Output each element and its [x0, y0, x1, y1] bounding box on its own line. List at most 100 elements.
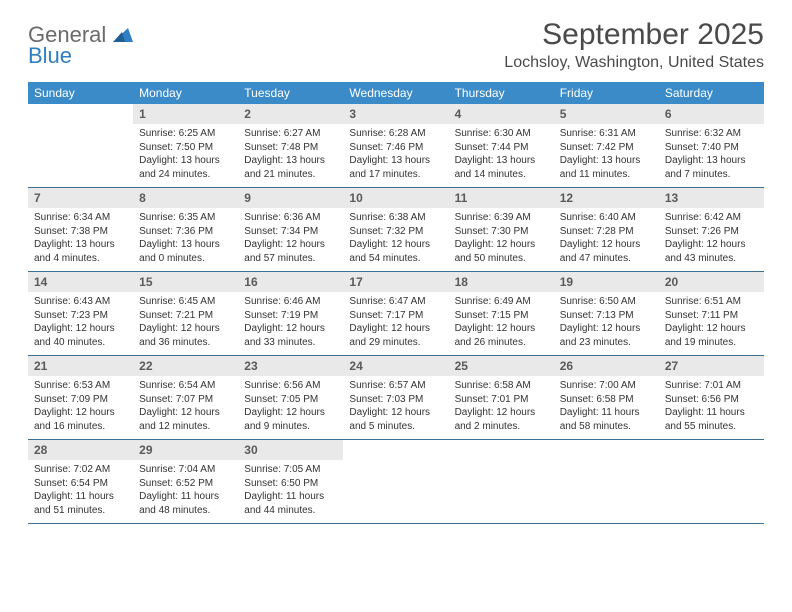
- day-body: Sunrise: 6:34 AMSunset: 7:38 PMDaylight:…: [28, 208, 133, 271]
- sunset-text: Sunset: 7:30 PM: [455, 225, 548, 239]
- week-row: 14Sunrise: 6:43 AMSunset: 7:23 PMDayligh…: [28, 272, 764, 356]
- title-block: September 2025 Lochsloy, Washington, Uni…: [504, 18, 764, 72]
- sunrise-text: Sunrise: 6:42 AM: [665, 211, 758, 225]
- dow-fri: Friday: [554, 82, 659, 104]
- day-body: Sunrise: 6:43 AMSunset: 7:23 PMDaylight:…: [28, 292, 133, 355]
- day-body: Sunrise: 6:45 AMSunset: 7:21 PMDaylight:…: [133, 292, 238, 355]
- sunset-text: Sunset: 7:38 PM: [34, 225, 127, 239]
- logo-triangle-icon: [113, 26, 133, 47]
- day-number: 14: [28, 272, 133, 292]
- sunset-text: Sunset: 7:46 PM: [349, 141, 442, 155]
- sunrise-text: Sunrise: 6:51 AM: [665, 295, 758, 309]
- sunrise-text: Sunrise: 6:31 AM: [560, 127, 653, 141]
- day-number: 25: [449, 356, 554, 376]
- day-cell: 19Sunrise: 6:50 AMSunset: 7:13 PMDayligh…: [554, 272, 659, 355]
- sunrise-text: Sunrise: 6:40 AM: [560, 211, 653, 225]
- day-number: 24: [343, 356, 448, 376]
- day-body: Sunrise: 6:53 AMSunset: 7:09 PMDaylight:…: [28, 376, 133, 439]
- sunset-text: Sunset: 7:48 PM: [244, 141, 337, 155]
- day-body: Sunrise: 6:32 AMSunset: 7:40 PMDaylight:…: [659, 124, 764, 187]
- sunset-text: Sunset: 7:15 PM: [455, 309, 548, 323]
- sunrise-text: Sunrise: 6:47 AM: [349, 295, 442, 309]
- daylight-text: Daylight: 13 hours and 14 minutes.: [455, 154, 548, 181]
- day-cell: 18Sunrise: 6:49 AMSunset: 7:15 PMDayligh…: [449, 272, 554, 355]
- day-body: Sunrise: 6:39 AMSunset: 7:30 PMDaylight:…: [449, 208, 554, 271]
- day-number: 10: [343, 188, 448, 208]
- calendar-page: General Blue September 2025 Lochsloy, Wa…: [0, 0, 792, 524]
- day-body: Sunrise: 6:25 AMSunset: 7:50 PMDaylight:…: [133, 124, 238, 187]
- day-cell: .: [343, 440, 448, 523]
- day-number: 7: [28, 188, 133, 208]
- logo-text: General Blue: [28, 24, 133, 67]
- day-body: Sunrise: 6:38 AMSunset: 7:32 PMDaylight:…: [343, 208, 448, 271]
- sunrise-text: Sunrise: 7:04 AM: [139, 463, 232, 477]
- day-number: 15: [133, 272, 238, 292]
- day-number: 20: [659, 272, 764, 292]
- daylight-text: Daylight: 12 hours and 12 minutes.: [139, 406, 232, 433]
- day-cell: 26Sunrise: 7:00 AMSunset: 6:58 PMDayligh…: [554, 356, 659, 439]
- calendar: Sunday Monday Tuesday Wednesday Thursday…: [28, 82, 764, 524]
- day-body: Sunrise: 6:27 AMSunset: 7:48 PMDaylight:…: [238, 124, 343, 187]
- sunrise-text: Sunrise: 6:27 AM: [244, 127, 337, 141]
- daylight-text: Daylight: 12 hours and 16 minutes.: [34, 406, 127, 433]
- day-number: 8: [133, 188, 238, 208]
- day-body: Sunrise: 7:02 AMSunset: 6:54 PMDaylight:…: [28, 460, 133, 523]
- sunrise-text: Sunrise: 6:28 AM: [349, 127, 442, 141]
- day-cell: .: [449, 440, 554, 523]
- sunrise-text: Sunrise: 6:39 AM: [455, 211, 548, 225]
- sunset-text: Sunset: 7:21 PM: [139, 309, 232, 323]
- daylight-text: Daylight: 12 hours and 33 minutes.: [244, 322, 337, 349]
- day-number: 5: [554, 104, 659, 124]
- day-cell: 4Sunrise: 6:30 AMSunset: 7:44 PMDaylight…: [449, 104, 554, 187]
- day-number: 21: [28, 356, 133, 376]
- sunrise-text: Sunrise: 6:50 AM: [560, 295, 653, 309]
- day-cell: 7Sunrise: 6:34 AMSunset: 7:38 PMDaylight…: [28, 188, 133, 271]
- week-row: 7Sunrise: 6:34 AMSunset: 7:38 PMDaylight…: [28, 188, 764, 272]
- day-cell: .: [659, 440, 764, 523]
- daylight-text: Daylight: 13 hours and 4 minutes.: [34, 238, 127, 265]
- logo-text-2: Blue: [28, 45, 133, 67]
- day-body: Sunrise: 6:54 AMSunset: 7:07 PMDaylight:…: [133, 376, 238, 439]
- sunset-text: Sunset: 7:26 PM: [665, 225, 758, 239]
- daylight-text: Daylight: 12 hours and 26 minutes.: [455, 322, 548, 349]
- sunset-text: Sunset: 6:54 PM: [34, 477, 127, 491]
- daylight-text: Daylight: 12 hours and 43 minutes.: [665, 238, 758, 265]
- daylight-text: Daylight: 13 hours and 17 minutes.: [349, 154, 442, 181]
- sunrise-text: Sunrise: 6:57 AM: [349, 379, 442, 393]
- weeks-container: .1Sunrise: 6:25 AMSunset: 7:50 PMDayligh…: [28, 104, 764, 524]
- day-number: 28: [28, 440, 133, 460]
- sunset-text: Sunset: 7:42 PM: [560, 141, 653, 155]
- day-body: Sunrise: 6:51 AMSunset: 7:11 PMDaylight:…: [659, 292, 764, 355]
- day-cell: 3Sunrise: 6:28 AMSunset: 7:46 PMDaylight…: [343, 104, 448, 187]
- day-number: 18: [449, 272, 554, 292]
- sunrise-text: Sunrise: 7:05 AM: [244, 463, 337, 477]
- daylight-text: Daylight: 11 hours and 58 minutes.: [560, 406, 653, 433]
- day-cell: 22Sunrise: 6:54 AMSunset: 7:07 PMDayligh…: [133, 356, 238, 439]
- day-number: 2: [238, 104, 343, 124]
- day-body: Sunrise: 7:05 AMSunset: 6:50 PMDaylight:…: [238, 460, 343, 523]
- day-cell: 29Sunrise: 7:04 AMSunset: 6:52 PMDayligh…: [133, 440, 238, 523]
- daylight-text: Daylight: 11 hours and 48 minutes.: [139, 490, 232, 517]
- day-cell: 25Sunrise: 6:58 AMSunset: 7:01 PMDayligh…: [449, 356, 554, 439]
- sunrise-text: Sunrise: 7:00 AM: [560, 379, 653, 393]
- day-number: 29: [133, 440, 238, 460]
- sunset-text: Sunset: 7:28 PM: [560, 225, 653, 239]
- day-cell: 10Sunrise: 6:38 AMSunset: 7:32 PMDayligh…: [343, 188, 448, 271]
- day-body: Sunrise: 6:30 AMSunset: 7:44 PMDaylight:…: [449, 124, 554, 187]
- day-cell: 2Sunrise: 6:27 AMSunset: 7:48 PMDaylight…: [238, 104, 343, 187]
- sunrise-text: Sunrise: 6:53 AM: [34, 379, 127, 393]
- sunset-text: Sunset: 7:50 PM: [139, 141, 232, 155]
- logo: General Blue: [28, 18, 133, 67]
- day-cell: 13Sunrise: 6:42 AMSunset: 7:26 PMDayligh…: [659, 188, 764, 271]
- daylight-text: Daylight: 12 hours and 19 minutes.: [665, 322, 758, 349]
- day-body: Sunrise: 7:00 AMSunset: 6:58 PMDaylight:…: [554, 376, 659, 439]
- sunrise-text: Sunrise: 7:01 AM: [665, 379, 758, 393]
- day-body: Sunrise: 6:47 AMSunset: 7:17 PMDaylight:…: [343, 292, 448, 355]
- week-row: 21Sunrise: 6:53 AMSunset: 7:09 PMDayligh…: [28, 356, 764, 440]
- sunset-text: Sunset: 7:36 PM: [139, 225, 232, 239]
- day-body: Sunrise: 6:35 AMSunset: 7:36 PMDaylight:…: [133, 208, 238, 271]
- daylight-text: Daylight: 12 hours and 5 minutes.: [349, 406, 442, 433]
- day-body: Sunrise: 6:42 AMSunset: 7:26 PMDaylight:…: [659, 208, 764, 271]
- daylight-text: Daylight: 13 hours and 11 minutes.: [560, 154, 653, 181]
- sunset-text: Sunset: 7:44 PM: [455, 141, 548, 155]
